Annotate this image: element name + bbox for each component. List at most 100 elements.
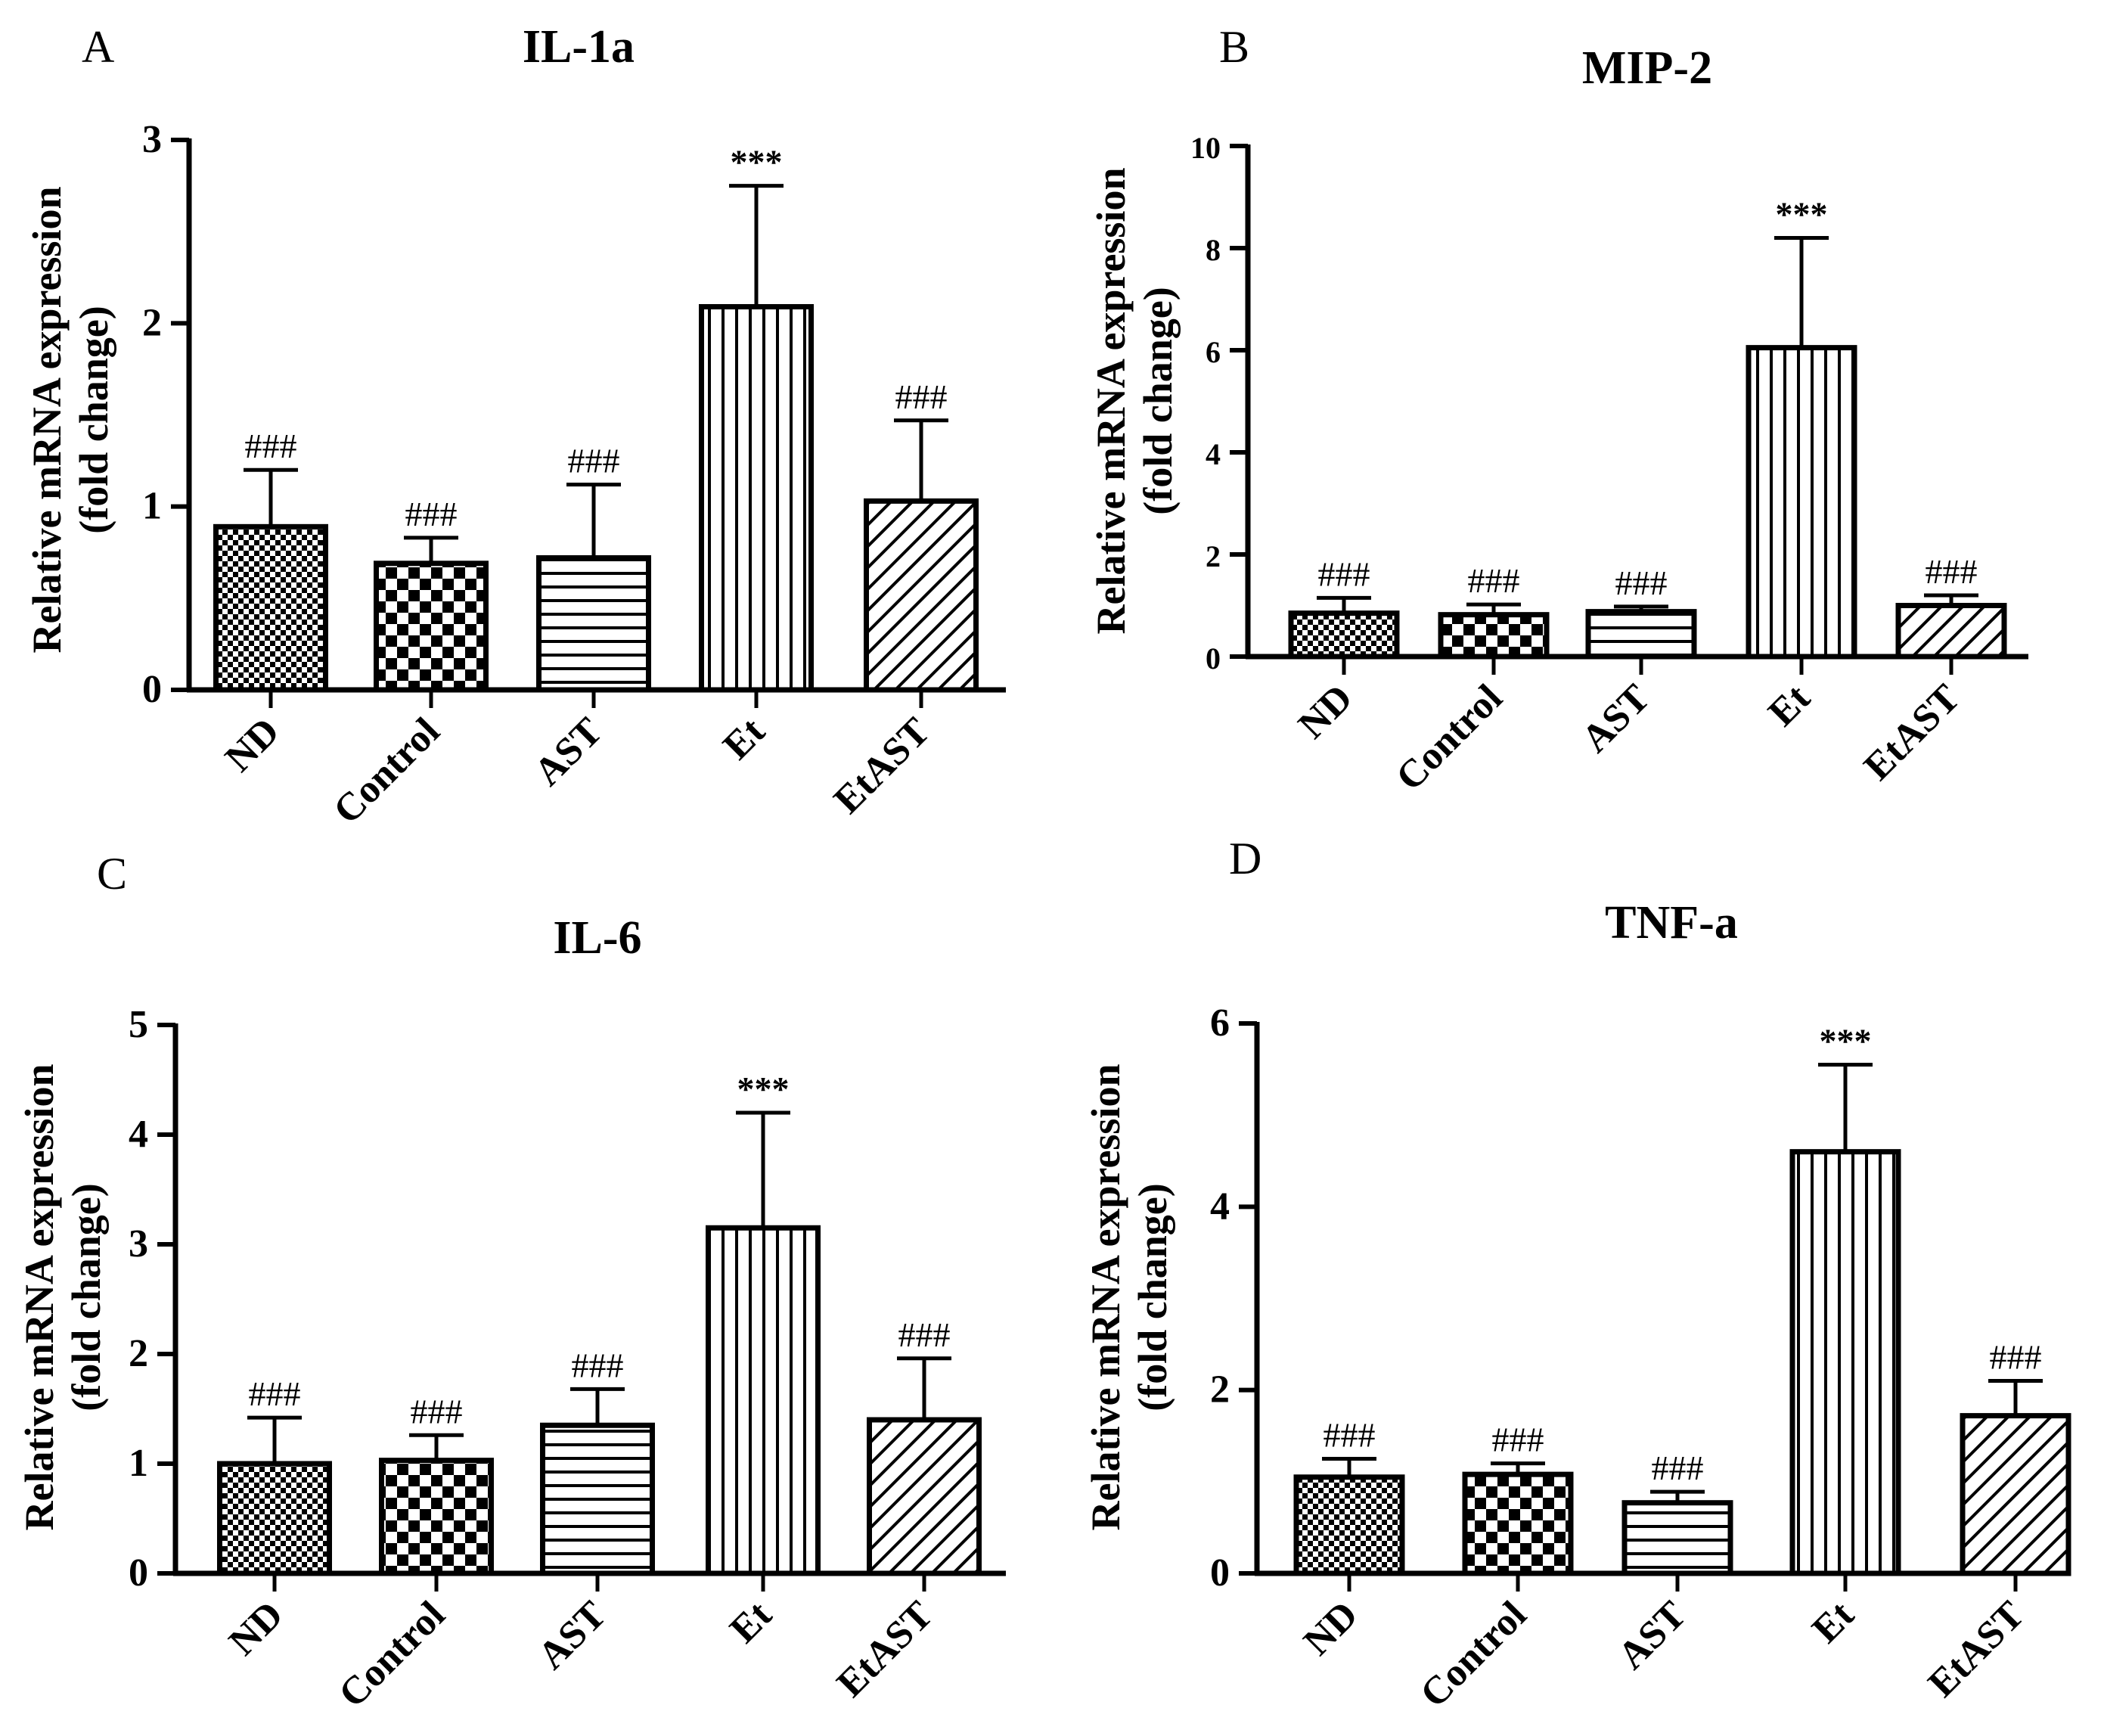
bar-et xyxy=(706,1225,821,1576)
category-label: Et xyxy=(715,710,774,769)
bar-control xyxy=(1438,612,1550,660)
bar-ast xyxy=(1621,1500,1733,1576)
bar-etast xyxy=(867,1417,982,1576)
significance-label: ### xyxy=(568,442,620,480)
panel-d: D TNF-a Relative mRNA expression (fold c… xyxy=(1083,834,2071,1716)
bar-nd xyxy=(1293,1474,1405,1576)
significance-label: ### xyxy=(898,1315,951,1354)
category-label: Et xyxy=(722,1593,780,1652)
y-axis-label-line1: Relative mRNA expression xyxy=(24,187,70,654)
y-tick-label: 1 xyxy=(129,1442,148,1485)
y-axis-label-line2: (fold change) xyxy=(1130,1183,1175,1411)
bar-nd xyxy=(217,1461,332,1576)
category-label: EtAST xyxy=(826,710,939,822)
bar-ast xyxy=(1585,609,1697,660)
significance-label: *** xyxy=(731,143,783,182)
bar-et xyxy=(699,304,814,693)
y-axis-label: Relative mRNA expression (fold change) xyxy=(17,1064,109,1531)
y-axis-label: Relative mRNA expression (fold change) xyxy=(24,187,116,654)
category-label: Control xyxy=(325,710,448,832)
y-axis-label-line1: Relative mRNA expression xyxy=(1083,1064,1128,1531)
y-tick-label: 0 xyxy=(1210,1551,1230,1595)
y-tick-label: 0 xyxy=(1206,641,1221,675)
category-label: Control xyxy=(1412,1593,1535,1716)
y-tick-label: 5 xyxy=(129,1003,148,1046)
bar-ast xyxy=(540,1422,655,1576)
significance-label: *** xyxy=(1820,1022,1872,1061)
category-label: ND xyxy=(221,1593,291,1663)
y-tick-label: 6 xyxy=(1206,335,1221,369)
y-tick-label: 3 xyxy=(142,118,162,161)
y-tick-label: 2 xyxy=(1206,539,1221,573)
y-axis-label-line2: (fold change) xyxy=(71,306,116,533)
category-label: Et xyxy=(1760,676,1819,735)
panel-letter: C xyxy=(97,849,127,899)
chart-title: IL-1a xyxy=(523,21,635,73)
significance-label: ### xyxy=(1652,1449,1704,1487)
category-label: EtAST xyxy=(1920,1593,2033,1706)
significance-label: ### xyxy=(1318,554,1370,593)
chart-title: IL-6 xyxy=(553,912,641,964)
category-label: ND xyxy=(1296,1593,1366,1663)
significance-label: *** xyxy=(1776,195,1828,234)
panel-a: A IL-1a Relative mRNA expression (fold c… xyxy=(24,21,1006,832)
category-label: ND xyxy=(1290,676,1361,747)
chart-title: TNF-a xyxy=(1605,897,1738,949)
y-tick-label: 8 xyxy=(1206,233,1221,267)
y-tick-label: 4 xyxy=(1206,437,1221,471)
significance-label: ### xyxy=(1990,1338,2042,1377)
significance-label: ### xyxy=(1926,552,1978,591)
significance-label: *** xyxy=(737,1070,790,1108)
bar-ast xyxy=(536,555,651,693)
significance-label: ### xyxy=(1492,1421,1544,1459)
category-label: Et xyxy=(1804,1593,1863,1652)
y-tick-label: 0 xyxy=(142,668,162,711)
panel-c: C IL-6 Relative mRNA expression (fold ch… xyxy=(17,849,1006,1716)
bar-etast xyxy=(864,498,979,693)
category-label: Control xyxy=(330,1593,453,1716)
panel-letter: B xyxy=(1219,22,1249,72)
y-tick-label: 10 xyxy=(1190,131,1221,165)
panel-letter: D xyxy=(1229,834,1261,884)
panel-letter: A xyxy=(82,22,114,72)
significance-label: ### xyxy=(1468,561,1520,600)
y-tick-label: 1 xyxy=(142,485,162,528)
category-label: Control xyxy=(1388,676,1510,799)
significance-label: ### xyxy=(1324,1416,1376,1455)
significance-label: ### xyxy=(572,1346,624,1384)
y-axis-label-line1: Relative mRNA expression xyxy=(17,1064,62,1531)
y-tick-label: 4 xyxy=(1210,1185,1230,1228)
category-label: AST xyxy=(1610,1593,1695,1678)
bar-nd xyxy=(1288,610,1400,660)
significance-label: ### xyxy=(249,1374,301,1413)
y-axis-label-line2: (fold change) xyxy=(64,1183,109,1411)
significance-label: ### xyxy=(245,427,297,465)
bar-control xyxy=(374,561,489,693)
category-label: ND xyxy=(217,710,287,780)
y-tick-label: 4 xyxy=(129,1113,148,1156)
bar-control xyxy=(379,1458,494,1576)
panel-b: B MIP-2 Relative mRNA expression (fold c… xyxy=(1088,22,2028,799)
y-axis-label-line2: (fold change) xyxy=(1135,287,1181,514)
significance-label: ### xyxy=(1615,564,1668,602)
category-label: AST xyxy=(1574,676,1659,761)
category-label: EtAST xyxy=(829,1593,942,1706)
significance-label: ### xyxy=(411,1392,463,1430)
chart-title: MIP-2 xyxy=(1582,42,1712,94)
bar-control xyxy=(1462,1471,1574,1576)
bar-nd xyxy=(213,523,328,693)
bar-etast xyxy=(1960,1413,2071,1576)
bar-etast xyxy=(1895,603,2007,660)
category-label: AST xyxy=(526,710,611,794)
significance-label: ### xyxy=(405,495,458,533)
y-tick-label: 6 xyxy=(1210,1002,1230,1045)
significance-label: ### xyxy=(895,377,948,416)
category-label: EtAST xyxy=(1856,676,1969,789)
y-tick-label: 2 xyxy=(129,1332,148,1375)
bar-et xyxy=(1746,345,1857,660)
y-tick-label: 2 xyxy=(142,301,162,344)
bar-et xyxy=(1789,1149,1901,1576)
y-axis-label-line1: Relative mRNA expression xyxy=(1088,168,1134,635)
